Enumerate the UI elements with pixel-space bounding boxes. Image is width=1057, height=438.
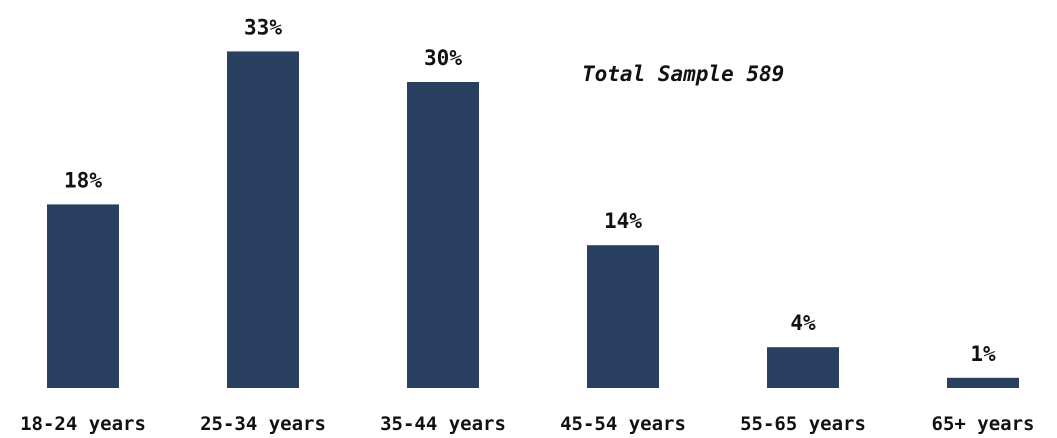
bar-55-65-years xyxy=(767,347,839,388)
value-label: 18% xyxy=(64,168,102,192)
bar-18-24-years xyxy=(47,204,119,388)
category-label: 45-54 years xyxy=(560,413,686,435)
category-label: 18-24 years xyxy=(20,413,146,435)
category-label: 55-65 years xyxy=(740,413,866,435)
bar-45-54-years xyxy=(587,245,659,388)
bar-25-34-years xyxy=(227,51,299,389)
bar-65-years xyxy=(947,377,1019,388)
value-label: 30% xyxy=(424,46,462,70)
bar-35-44-years xyxy=(407,82,479,388)
bars-group xyxy=(47,51,1019,389)
value-label: 33% xyxy=(244,15,282,39)
total-sample-annotation: Total Sample 589 xyxy=(582,62,785,86)
category-labels-group: 18-24 years 25-34 years 35-44 years 45-54 y… xyxy=(20,413,1034,435)
value-label: 4% xyxy=(790,311,816,335)
value-label: 1% xyxy=(970,342,996,366)
value-labels-group: 18% 33% 30% 14% 4% 1% xyxy=(64,15,996,365)
category-label: 25-34 years xyxy=(200,413,326,435)
value-label: 14% xyxy=(604,209,642,233)
category-label: 35-44 years xyxy=(380,413,506,435)
category-label: 65+ years xyxy=(932,413,1035,435)
